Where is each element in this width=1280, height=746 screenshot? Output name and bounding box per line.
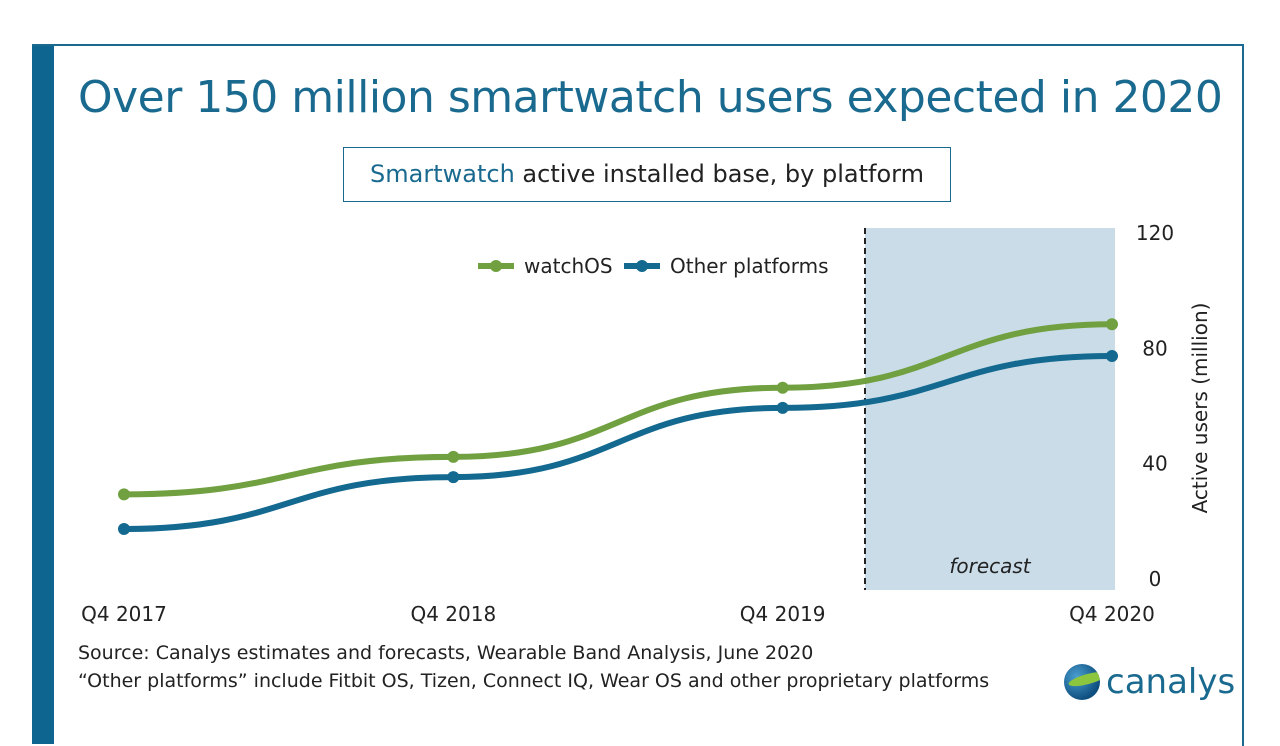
subtitle-rest: active installed base, by platform: [514, 160, 924, 188]
chart-title: Over 150 million smartwatch users expect…: [78, 72, 1223, 123]
y-tick-label: 40: [1142, 452, 1167, 476]
forecast-region: [865, 228, 1115, 590]
globe-icon: [1064, 664, 1100, 700]
source-note: Source: Canalys estimates and forecasts,…: [78, 642, 814, 664]
series-line-1: [123, 352, 1113, 532]
legend-label: Other platforms: [670, 254, 829, 278]
data-point: [447, 471, 460, 484]
legend-label: watchOS: [524, 254, 613, 278]
y-tick-label: 0: [1149, 567, 1162, 591]
chart-subtitle: Smartwatch active installed base, by pla…: [343, 147, 951, 202]
logo-text: canalys: [1106, 662, 1236, 702]
data-point: [118, 488, 130, 501]
data-point: [447, 450, 460, 463]
forecast-label: forecast: [949, 554, 1031, 578]
legend-marker: [490, 260, 502, 272]
series-line-0: [123, 321, 1113, 498]
x-tick-label: Q4 2017: [81, 602, 167, 626]
data-point: [118, 522, 130, 535]
y-tick-label: 120: [1136, 221, 1174, 245]
data-point: [1106, 349, 1118, 362]
x-tick-label: Q4 2020: [1069, 602, 1155, 626]
data-point: [776, 381, 789, 394]
line-chart: forecast 0 40 80 120 Active users (million) Q4…: [81, 221, 1212, 626]
legend-marker: [636, 260, 648, 272]
data-point: [776, 401, 789, 414]
y-tick-label: 80: [1142, 336, 1167, 360]
y-axis-label: Active users (million): [1188, 303, 1212, 514]
x-tick-label: Q4 2019: [740, 602, 826, 626]
left-accent-bar: [32, 44, 54, 744]
canalys-logo: canalys: [1064, 662, 1235, 702]
footnote: “Other platforms” include Fitbit OS, Tiz…: [78, 670, 990, 692]
subtitle-highlight: Smartwatch: [370, 160, 515, 188]
data-point: [1106, 318, 1118, 331]
slide-frame: [32, 44, 1244, 746]
x-tick-label: Q4 2018: [410, 602, 496, 626]
